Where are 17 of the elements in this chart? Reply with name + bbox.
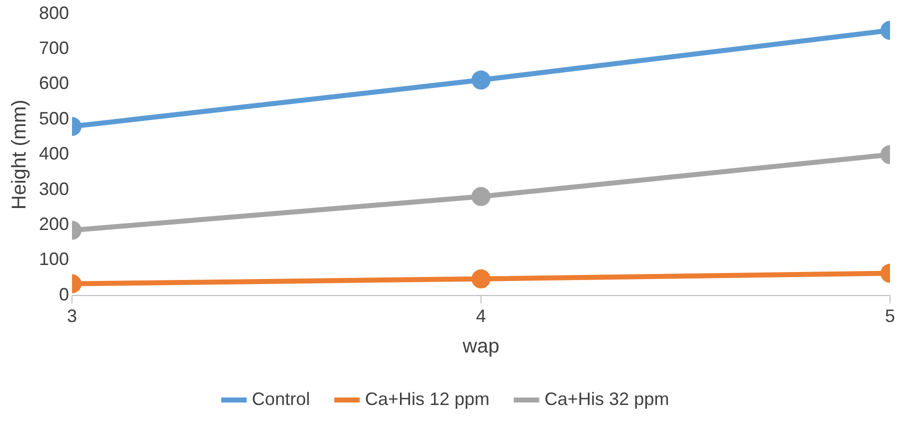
legend-label: Control bbox=[252, 388, 310, 409]
y-tick-label: 500 bbox=[38, 108, 70, 128]
x-tick-label: 5 bbox=[884, 306, 896, 326]
x-axis-title: wap bbox=[462, 336, 500, 358]
x-tick-label: 4 bbox=[476, 306, 486, 326]
legend-label: Ca+His 32 ppm bbox=[544, 388, 670, 409]
legend-label: Ca+His 12 ppm bbox=[364, 388, 490, 409]
y-axis-title: Height (mm) bbox=[8, 100, 31, 210]
x-tick-label: 3 bbox=[67, 306, 78, 326]
y-tick-label: 700 bbox=[38, 38, 70, 58]
y-tick-label: 100 bbox=[38, 249, 70, 270]
y-tick-label: 200 bbox=[38, 214, 70, 234]
y-tick-label: 800 bbox=[38, 2, 70, 23]
y-tick-label: 300 bbox=[38, 178, 70, 199]
y-tick-label: 0 bbox=[59, 284, 70, 304]
y-tick-label: 400 bbox=[38, 144, 70, 164]
y-tick-label: 600 bbox=[38, 73, 70, 94]
